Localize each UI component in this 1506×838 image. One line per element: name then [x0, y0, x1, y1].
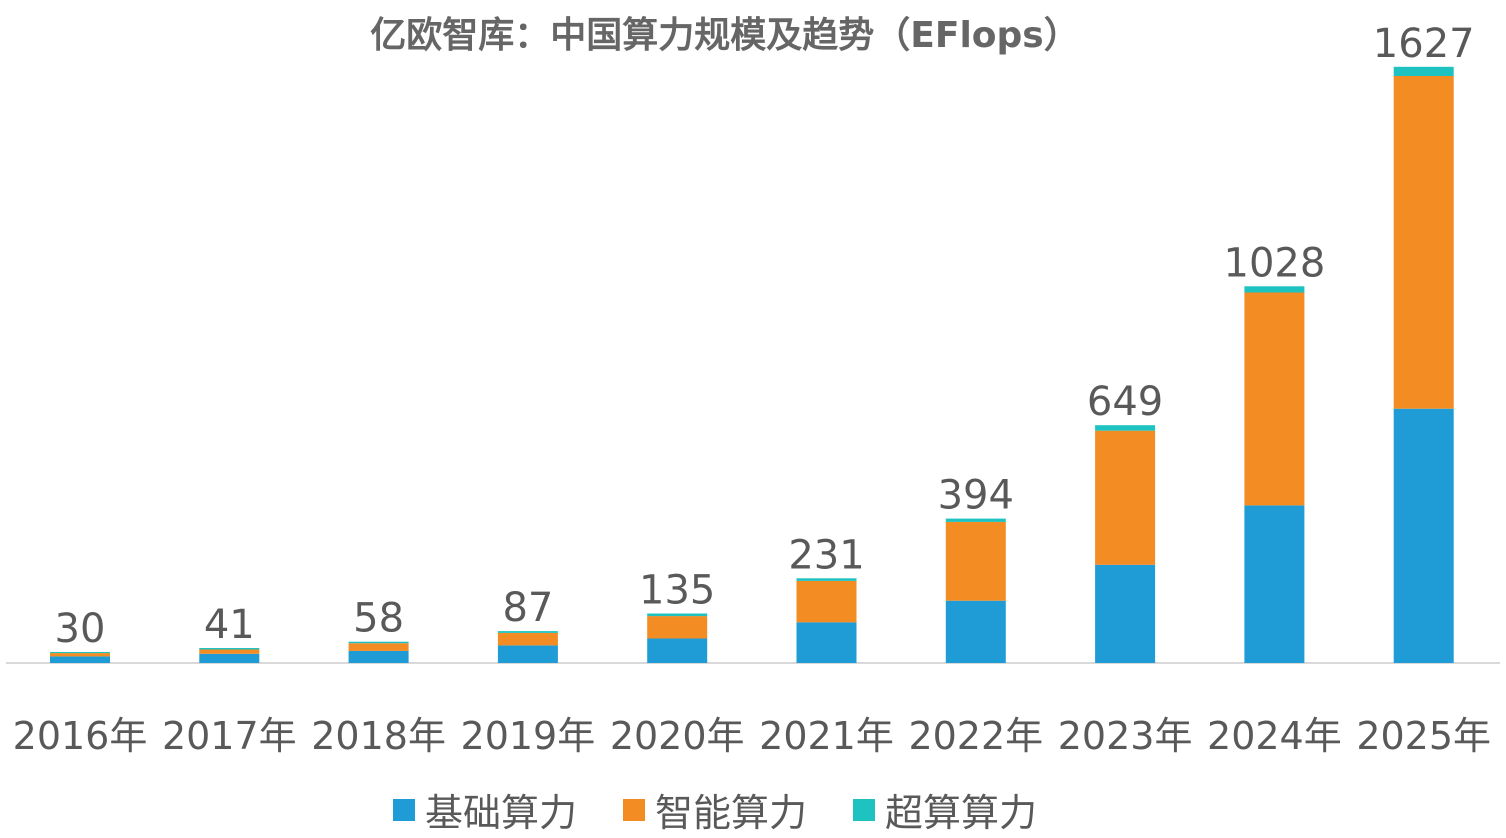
bar-segment-2025年-超算算力 — [1393, 66, 1454, 76]
legend-label: 基础算力 — [424, 791, 577, 835]
total-label-2025年: 1627 — [1373, 21, 1475, 67]
total-label-2017年: 41 — [204, 602, 255, 648]
x-tick-label-2025年: 2025年 — [1356, 714, 1491, 758]
bar-segment-2018年-基础算力 — [348, 650, 409, 663]
bar-segment-2016年-基础算力 — [50, 656, 110, 663]
legend-item-智能算力: 智能算力 — [622, 782, 807, 837]
bar-segment-2017年-基础算力 — [199, 653, 260, 663]
bar-segment-2016年-智能算力 — [50, 653, 110, 657]
bar-segment-2025年-基础算力 — [1393, 408, 1454, 663]
legend-swatch — [853, 798, 875, 821]
bar-segment-2024年-智能算力 — [1244, 292, 1305, 506]
x-tick-label-2024年: 2024年 — [1207, 714, 1342, 758]
x-tick-labels-group: 2016年 2017年 2018年 2019年 2020年 2021年 2022年 2023年… — [13, 714, 1491, 758]
bar-segment-2024年-基础算力 — [1244, 505, 1305, 663]
bar-segment-2018年-智能算力 — [348, 643, 409, 651]
bar-segment-2019年-智能算力 — [497, 632, 558, 646]
total-label-2018年: 58 — [353, 596, 404, 642]
bar-segment-2023年-超算算力 — [1095, 425, 1156, 431]
bar-segment-2021年-智能算力 — [796, 580, 857, 623]
bars-group — [50, 66, 1454, 663]
total-label-2016年: 30 — [55, 606, 106, 652]
bar-segment-2016年-超算算力 — [50, 652, 110, 654]
x-tick-label-2021年: 2021年 — [759, 714, 894, 758]
bar-segment-2021年-基础算力 — [796, 622, 857, 663]
bar-segment-2025年-智能算力 — [1393, 75, 1454, 409]
x-tick-label-2019年: 2019年 — [461, 714, 596, 758]
total-labels-group: 30 41 58 87 135 231 394 649 1028 1627 — [55, 21, 1475, 652]
legend-item-基础算力: 基础算力 — [392, 782, 577, 837]
bar-segment-2022年-基础算力 — [945, 600, 1006, 663]
x-tick-label-2023年: 2023年 — [1058, 714, 1193, 758]
legend-label: 超算算力 — [885, 791, 1038, 835]
bar-segment-2019年-超算算力 — [497, 631, 558, 633]
bar-segment-2018年-超算算力 — [348, 641, 409, 644]
x-tick-label-2017年: 2017年 — [162, 714, 297, 758]
bar-segment-2023年-基础算力 — [1095, 564, 1156, 663]
bar-segment-2020年-智能算力 — [647, 616, 708, 639]
x-tick-label-2016年: 2016年 — [13, 714, 148, 758]
bar-segment-2019年-基础算力 — [497, 645, 558, 663]
legend-swatch — [622, 798, 645, 821]
x-tick-label-2022年: 2022年 — [908, 714, 1043, 758]
x-tick-label-2020年: 2020年 — [610, 714, 745, 758]
legend-label: 智能算力 — [654, 791, 807, 835]
total-label-2022年: 394 — [938, 473, 1014, 519]
bar-segment-2024年-超算算力 — [1244, 286, 1305, 293]
bar-segment-2020年-超算算力 — [647, 613, 708, 617]
legend-item-超算算力: 超算算力 — [853, 782, 1037, 837]
bar-segment-2023年-智能算力 — [1095, 430, 1156, 565]
bar-segment-2022年-智能算力 — [945, 521, 1006, 601]
total-label-2019年: 87 — [502, 585, 553, 631]
chart-title: 亿欧智库：中国算力规模及趋势（EFlops） — [370, 15, 1080, 56]
bar-segment-2022年-超算算力 — [945, 518, 1006, 522]
bar-segment-2017年-超算算力 — [199, 648, 260, 650]
total-label-2020年: 135 — [639, 568, 715, 614]
total-label-2021年: 231 — [788, 532, 864, 578]
x-tick-label-2018年: 2018年 — [311, 714, 446, 758]
total-label-2024年: 1028 — [1224, 240, 1326, 286]
legend-swatch — [392, 798, 415, 821]
bar-segment-2017年-智能算力 — [199, 649, 260, 654]
bar-segment-2021年-超算算力 — [796, 578, 857, 581]
total-label-2023年: 649 — [1087, 379, 1163, 425]
bar-segment-2020年-基础算力 — [647, 638, 708, 663]
legend: 基础算力 智能算力 超算算力 — [0, 782, 1430, 837]
